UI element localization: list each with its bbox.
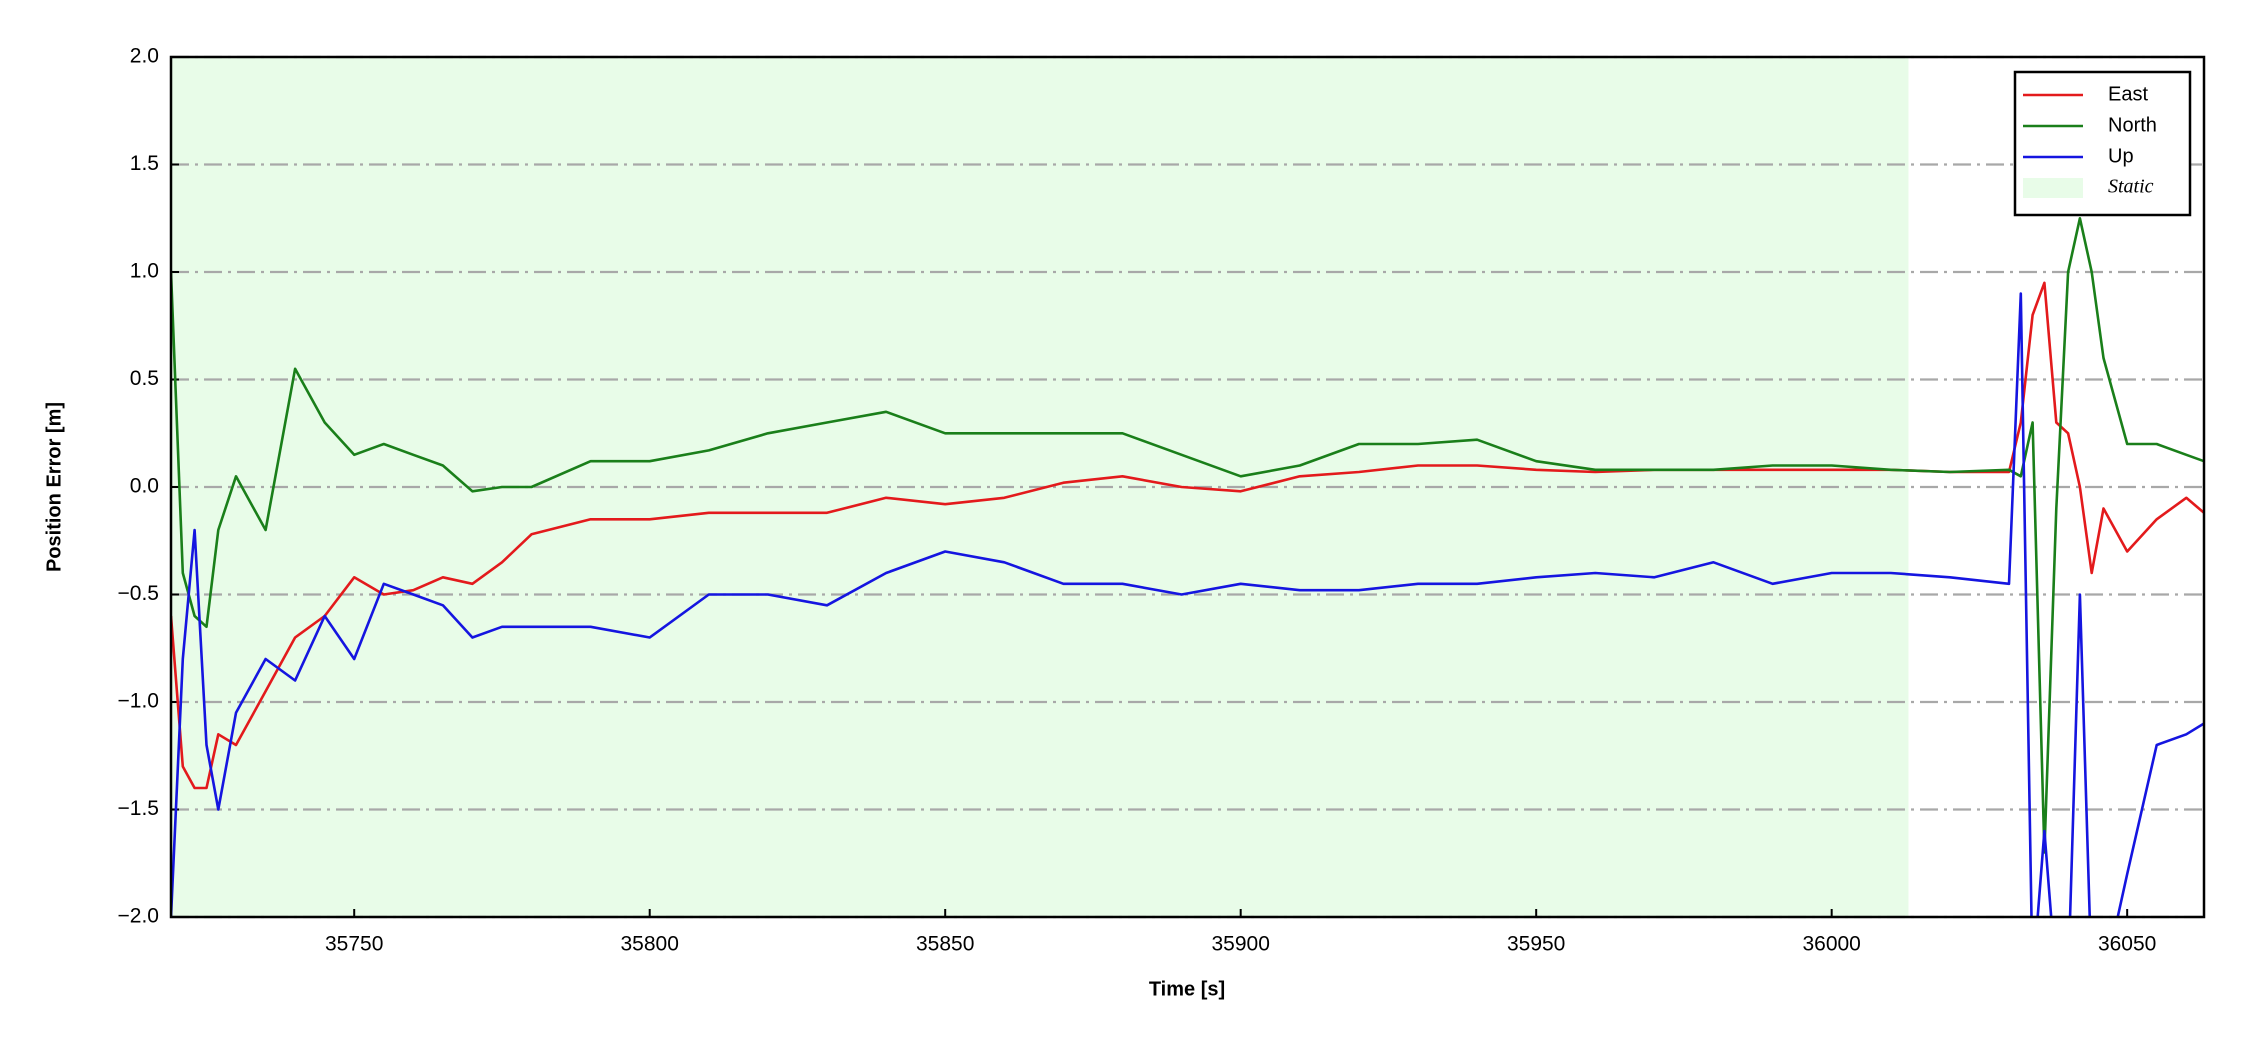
legend-swatch <box>2023 178 2083 198</box>
y-tick-label: 0.5 <box>130 367 159 390</box>
x-tick-label: 35800 <box>620 933 678 956</box>
legend-label: East <box>2108 83 2148 105</box>
y-tick-label: 2.0 <box>130 45 159 68</box>
x-tick-label: 35950 <box>1507 933 1565 956</box>
legend-label: Up <box>2108 145 2134 167</box>
plot-lines <box>171 217 2204 917</box>
y-tick-label: −2.0 <box>118 905 159 928</box>
legend-label: North <box>2108 114 2157 136</box>
y-tick-label: −1.0 <box>118 690 159 713</box>
x-tick-label: 35750 <box>325 933 383 956</box>
y-tick-label: −1.5 <box>118 797 159 820</box>
plot-frame <box>169 55 2206 919</box>
x-tick-label: 35900 <box>1211 933 1269 956</box>
y-tick-label: 1.5 <box>130 152 159 175</box>
x-tick-label: 36050 <box>2098 933 2156 956</box>
series-line <box>171 292 2204 917</box>
legend-label: Static <box>2108 176 2154 198</box>
y-tick-label: 1.0 <box>130 260 159 283</box>
x-tick-label: 36000 <box>1802 933 1860 956</box>
y-tick-label: −0.5 <box>118 582 159 605</box>
x-tick-label: 35850 <box>916 933 974 956</box>
y-axis-label: Position Error [m] <box>43 402 65 572</box>
series-line <box>171 217 2204 854</box>
series-line <box>171 281 2204 790</box>
y-tick-label: 0.0 <box>130 475 159 498</box>
x-axis-label: Time [s] <box>1149 978 1225 1000</box>
